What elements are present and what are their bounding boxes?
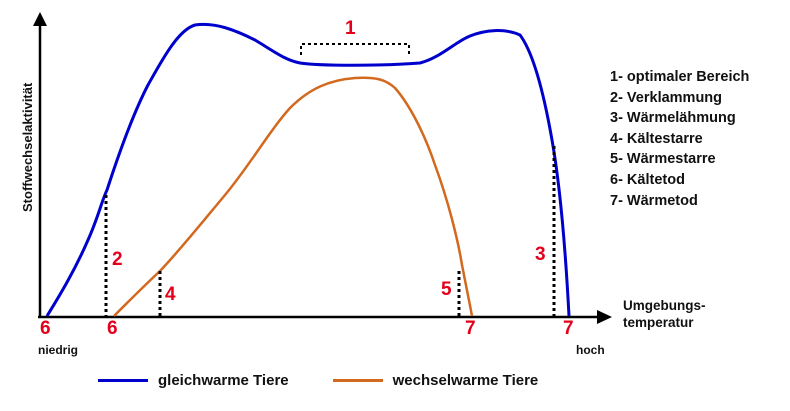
marker-1: 1 [345,18,356,39]
y-axis-arrow-icon [33,12,47,26]
key-item-1: 1- optimaler Bereich [610,69,750,85]
y-axis-label: Stoffwechselaktivität [20,82,35,212]
marker-6-gleichwarm: 6 [40,318,51,339]
legend-swatch-orange [332,379,383,382]
series-legend: gleichwarme Tiere wechselwarme Tiere [98,372,562,389]
curve-wechselwarme-tiere [113,76,474,317]
dotted-guides [104,43,556,317]
marker-3: 3 [535,244,546,265]
marker-5: 5 [441,279,452,300]
legend-swatch-blue [98,379,148,382]
marker-7-gleichwarm: 7 [563,318,574,339]
legend-label-gleichwarme: gleichwarme Tiere [158,372,289,389]
marker-7-wechselwarm: 7 [465,318,476,339]
key-item-5: 5- Wärmestarre [610,151,716,168]
key-item-6: 6- Kältetod [610,171,685,188]
x-axis-arrow-icon [597,310,612,324]
bracket-optimal-range [300,43,410,55]
marker-2: 2 [112,249,123,270]
key-item-4: 4- Kältestarre [610,130,703,147]
legend-item-wechselwarme: wechselwarme Tiere [332,372,539,389]
marker-6-wechselwarm: 6 [107,318,118,339]
marker-4: 4 [165,284,176,305]
curve-gleichwarme-tiere [45,22,571,317]
legend-label-wechselwarme: wechselwarme Tiere [392,372,539,389]
axes [33,12,612,324]
legend-item-gleichwarme: gleichwarme Tiere [98,372,289,389]
key-item-7: 7- Wärmetod [610,192,698,209]
key-item-3: 3- Wärmelähmung [610,110,736,127]
x-low-label: niedrig [38,343,79,357]
x-high-label: hoch [576,343,605,357]
key-item-2: 2- Verklammung [610,89,723,106]
x-axis-label-line2: temperatur [623,315,694,330]
x-axis-label-line1: Umgebungs- [623,298,706,313]
numbered-key: 1- optimaler Bereich 2- Verklammung 3- W… [610,67,749,211]
